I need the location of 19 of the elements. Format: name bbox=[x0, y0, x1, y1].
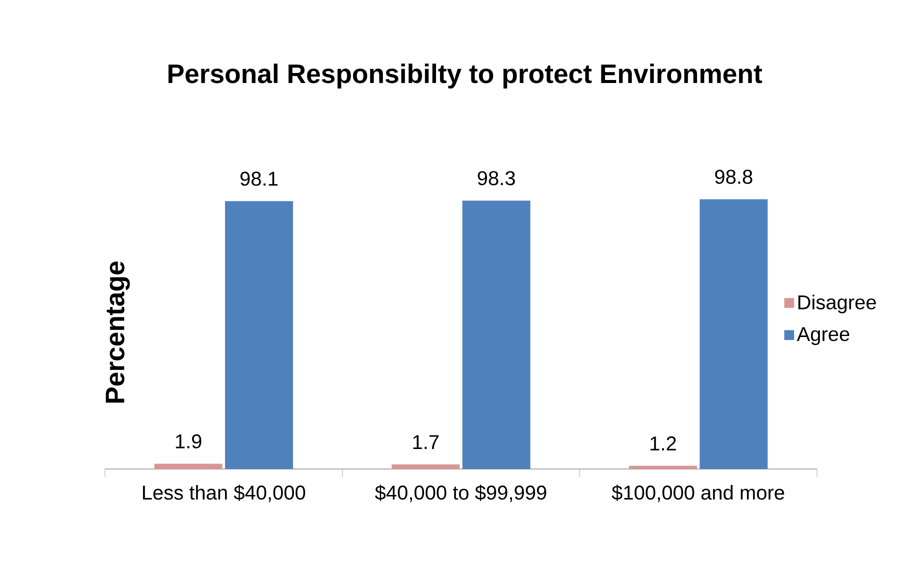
data-label: 1.7 bbox=[413, 435, 439, 449]
bar bbox=[154, 464, 222, 469]
data-label: 98.8 bbox=[715, 170, 752, 184]
data-label: 1.9 bbox=[176, 434, 202, 448]
chart-title: Personal Responsibilty to protect Environment bbox=[168, 64, 762, 88]
data-label: 1.2 bbox=[650, 436, 676, 450]
bar bbox=[629, 466, 698, 469]
legend-label: Disagree bbox=[798, 294, 876, 314]
bar bbox=[700, 199, 768, 469]
x-tick-label: $40,000 to $99,999 bbox=[375, 484, 546, 502]
data-label: 98.1 bbox=[240, 172, 278, 186]
legend-label: Agree bbox=[796, 327, 850, 346]
bar bbox=[225, 201, 294, 469]
x-tick-label: Less than $40,000 bbox=[143, 484, 306, 502]
x-tick-label: $100,000 and more bbox=[612, 484, 784, 502]
bar bbox=[392, 464, 460, 469]
bar bbox=[462, 200, 530, 469]
data-label: 98.3 bbox=[478, 171, 515, 186]
y-axis-title: Percentage bbox=[106, 262, 130, 403]
